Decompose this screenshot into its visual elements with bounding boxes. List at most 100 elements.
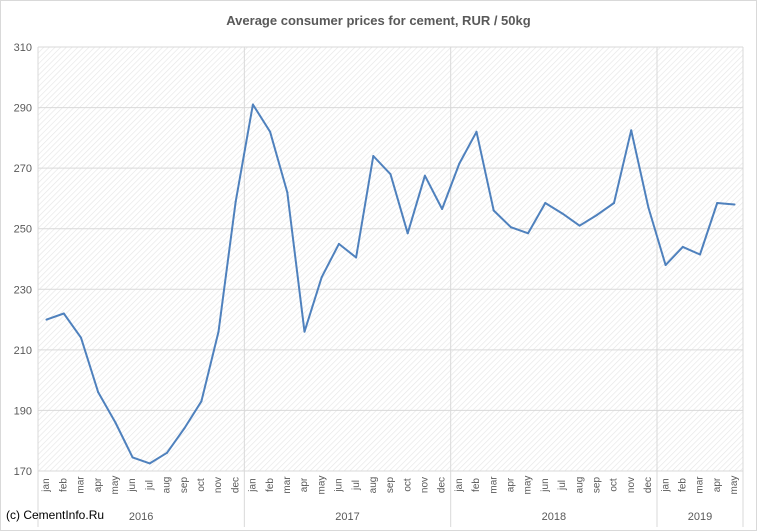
y-tick-label: 170: [14, 466, 32, 478]
y-tick-label: 270: [14, 163, 32, 175]
x-tick-label: aug: [574, 477, 585, 494]
data-point: [595, 214, 598, 217]
x-tick-label: may: [523, 476, 534, 495]
x-tick-label: aug: [162, 477, 173, 494]
x-tick-label: apr: [93, 477, 104, 492]
year-label: 2016: [129, 511, 153, 523]
x-tick-label: oct: [402, 478, 413, 492]
x-tick-label: apr: [712, 477, 723, 492]
year-label: 2019: [688, 511, 712, 523]
x-tick-label: nov: [213, 477, 224, 493]
data-point: [269, 130, 272, 133]
copyright-text: (c) CementInfo.Ru: [6, 508, 105, 522]
x-tick-label: mar: [282, 476, 293, 494]
y-tick-label: 310: [14, 42, 32, 54]
data-point: [62, 312, 65, 315]
y-axis-tick-labels: 170 190 210 230 250 270 290 310: [14, 42, 32, 478]
data-point: [217, 330, 220, 333]
x-tick-label: feb: [677, 478, 688, 492]
x-tick-label: mar: [695, 476, 706, 494]
data-point: [561, 212, 564, 215]
x-tick-label: may: [110, 476, 121, 495]
plot-area: [38, 47, 743, 471]
x-tick-label: nov: [420, 477, 431, 493]
x-tick-label: feb: [58, 478, 69, 492]
x-tick-label: dec: [643, 477, 654, 493]
data-point: [337, 242, 340, 245]
x-tick-label: sep: [179, 477, 190, 494]
x-tick-label: jan: [248, 478, 259, 492]
data-point: [733, 203, 736, 206]
data-point: [372, 155, 375, 158]
x-tick-label: may: [316, 476, 327, 495]
x-tick-label: may: [729, 476, 740, 495]
x-tick-label: oct: [609, 478, 620, 492]
x-tick-label: mar: [488, 476, 499, 494]
data-point: [630, 129, 633, 132]
x-tick-label: jun: [540, 478, 551, 492]
data-point: [544, 201, 547, 204]
x-tick-label: dec: [230, 477, 241, 493]
x-tick-label: sep: [385, 477, 396, 494]
data-point: [355, 256, 358, 259]
x-tick-label: jan: [660, 478, 671, 492]
y-tick-label: 250: [14, 224, 32, 236]
data-point: [303, 330, 306, 333]
x-tick-label: jun: [127, 478, 138, 492]
data-point: [286, 191, 289, 194]
data-point: [527, 232, 530, 235]
series-layer: [45, 103, 736, 465]
x-tick-label: jun: [334, 478, 345, 492]
x-tick-label: jan: [41, 478, 52, 492]
x-tick-label: feb: [265, 478, 276, 492]
data-point: [148, 462, 151, 465]
gridlines: [38, 46, 743, 472]
data-point: [251, 103, 254, 106]
y-tick-label: 190: [14, 405, 32, 417]
x-tick-label: jan: [454, 478, 465, 492]
data-point: [475, 130, 478, 133]
data-point: [114, 421, 117, 424]
data-point: [509, 226, 512, 229]
data-point: [458, 162, 461, 165]
data-point: [441, 208, 444, 211]
data-point: [97, 391, 100, 394]
x-tick-label: jul: [351, 480, 362, 491]
data-point: [699, 253, 702, 256]
data-point: [200, 400, 203, 403]
data-point: [492, 209, 495, 212]
data-point: [165, 451, 168, 454]
data-point: [45, 318, 48, 321]
data-point: [183, 427, 186, 430]
year-label: 2017: [335, 511, 359, 523]
x-tick-label: oct: [196, 478, 207, 492]
data-point: [131, 456, 134, 459]
chart-title: Average consumer prices for cement, RUR …: [226, 13, 531, 28]
data-point: [664, 264, 667, 267]
y-tick-label: 210: [14, 345, 32, 357]
x-tick-label: dec: [437, 477, 448, 493]
data-point: [320, 276, 323, 279]
x-tick-label: sep: [591, 477, 602, 494]
data-point: [647, 206, 650, 209]
x-tick-label: aug: [368, 477, 379, 494]
data-point: [613, 201, 616, 204]
data-point: [406, 232, 409, 235]
x-tick-label: jul: [144, 480, 155, 491]
x-tick-label: feb: [471, 478, 482, 492]
y-tick-label: 230: [14, 284, 32, 296]
x-tick-label: apr: [299, 477, 310, 492]
data-point: [578, 224, 581, 227]
x-tick-label: mar: [76, 476, 87, 494]
year-label: 2018: [542, 511, 566, 523]
data-point: [681, 245, 684, 248]
x-tick-label: nov: [626, 477, 637, 493]
x-axis: jan feb mar apr may jun jul aug sep oct nov dec jan f…: [37, 47, 744, 527]
data-point: [716, 201, 719, 204]
data-point: [79, 336, 82, 339]
data-point: [423, 174, 426, 177]
data-point: [389, 173, 392, 176]
x-tick-label: jul: [557, 480, 568, 491]
y-tick-label: 290: [14, 103, 32, 115]
